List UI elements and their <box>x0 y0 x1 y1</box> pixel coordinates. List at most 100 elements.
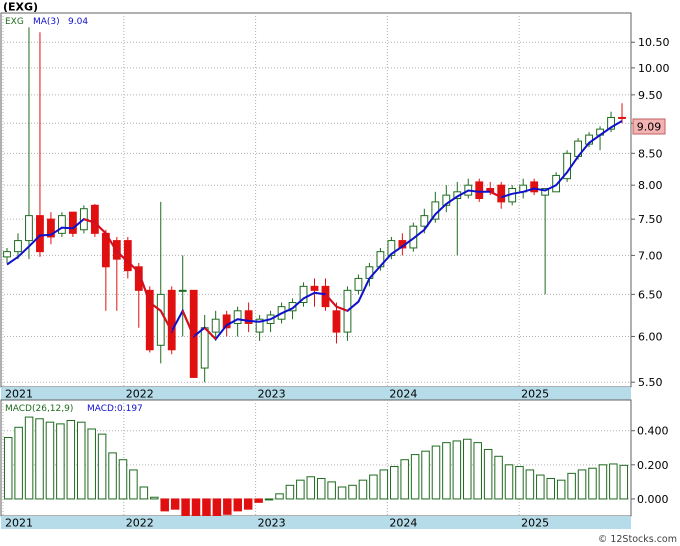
macd-bar <box>588 467 597 500</box>
macd-bar <box>483 448 493 500</box>
candle-body <box>409 225 418 249</box>
macd-bar <box>556 479 566 500</box>
macd-bar <box>546 477 556 500</box>
ma-decline-segment <box>137 271 151 303</box>
candle-body <box>167 289 176 351</box>
macd-bar <box>76 421 86 500</box>
ma-decline-segment <box>104 232 118 253</box>
last-price-tag: 9.09 <box>637 121 662 134</box>
macd-bar <box>160 498 169 512</box>
candle-body <box>200 327 209 369</box>
ma-decline-segment <box>127 260 140 273</box>
ma-decline-segment <box>489 190 502 199</box>
candle-body <box>68 211 77 234</box>
candle-body <box>420 215 429 227</box>
macd-bar <box>536 474 545 500</box>
macd-bar <box>463 438 472 500</box>
ma-decline-segment <box>336 305 348 312</box>
macd-panel: 0.400 0.200 0.000 MACD(26,12,9) MACD:0.197 <box>0 399 669 527</box>
ma-decline-segment <box>94 221 107 235</box>
macd-bar <box>369 474 378 500</box>
macd-bar <box>87 428 96 500</box>
macd-bar <box>567 472 576 500</box>
candle-body <box>310 285 319 291</box>
macd-x-tick-label: 2021 <box>5 517 33 530</box>
price-y-tick-label: 8.00 <box>638 179 663 192</box>
ma-decline-segment <box>116 250 129 263</box>
macd-bar <box>577 469 587 500</box>
last-price-tag-box <box>632 118 666 135</box>
macd-x-tick-label: 2022 <box>126 517 154 530</box>
macd-bar <box>118 459 128 500</box>
chart-title: (EXG) <box>3 1 38 14</box>
ma-decline-segment <box>181 310 195 337</box>
macd-bar <box>233 498 243 512</box>
price-y-tick-label: 10.50 <box>638 36 670 49</box>
candle-body <box>145 289 154 351</box>
macd-bar <box>254 498 263 503</box>
watermark: © 12Stocks.com <box>598 534 677 545</box>
macd-x-axis: 2021 2022 2023 2024 2025 <box>5 517 549 530</box>
macd-bar <box>24 416 34 500</box>
macd-bar <box>139 486 149 500</box>
macd-bar <box>452 440 462 500</box>
macd-bar <box>170 498 180 510</box>
price-date-band <box>1 387 631 400</box>
price-x-tick-label: 2023 <box>258 388 286 401</box>
macd-bar <box>316 477 326 500</box>
macd-bar <box>410 454 420 500</box>
macd-x-tick-label: 2023 <box>258 517 286 530</box>
candle-body <box>299 285 308 304</box>
macd-bar <box>108 452 117 500</box>
candle-body <box>618 116 626 119</box>
candle-body <box>90 204 99 234</box>
candle-body <box>134 266 143 291</box>
macd-bar <box>358 479 368 500</box>
macd-bar <box>223 498 232 515</box>
macd-legend-value: MACD:0.197 <box>87 404 143 414</box>
macd-bar <box>379 469 389 500</box>
macd-bar <box>275 493 284 500</box>
price-x-tick-label: 2025 <box>521 388 549 401</box>
macd-bar <box>609 463 618 500</box>
candle-body <box>255 318 264 333</box>
macd-date-band <box>1 516 631 529</box>
price-x-tick-label: 2022 <box>126 388 154 401</box>
price-y-tick-label: 10.00 <box>638 62 670 75</box>
candle-body <box>244 310 253 324</box>
candle-body <box>36 215 44 253</box>
macd-bar <box>442 442 451 500</box>
candle-body <box>14 240 22 253</box>
price-y-tick-label: 6.00 <box>638 330 663 343</box>
price-y-tick-label: 9.50 <box>638 89 663 102</box>
macd-bar <box>515 466 524 500</box>
price-y-tick-label: 7.00 <box>638 249 663 262</box>
macd-bar <box>243 498 253 510</box>
macd-bar <box>504 464 514 500</box>
macd-y-tick-label: 0.400 <box>637 425 669 438</box>
candle-body <box>607 116 615 130</box>
price-y-tick-label: 6.50 <box>638 288 663 301</box>
legend-symbol: EXG <box>5 17 24 27</box>
macd-x-tick-label: 2025 <box>521 517 549 530</box>
macd-bar <box>150 496 159 500</box>
price-candles <box>3 27 626 383</box>
macd-bar <box>56 423 65 500</box>
candle-body <box>288 302 297 312</box>
macd-bar <box>525 469 535 500</box>
ma-line-decline-segments <box>83 190 502 340</box>
candle-body <box>541 187 550 196</box>
price-x-tick-label: 2024 <box>389 388 417 401</box>
ma-decline-segment <box>324 293 338 308</box>
macd-bar <box>619 464 629 500</box>
candle-body <box>25 215 33 242</box>
ma-decline-segment <box>203 327 217 340</box>
candle-body <box>123 240 132 272</box>
price-panel: 10.5010.009.509.008.508.007.507.006.506.… <box>0 1 670 389</box>
macd-bar <box>400 459 409 500</box>
price-plot-frame <box>0 12 632 388</box>
legend-ma-value: 9.04 <box>68 17 88 27</box>
macd-legend-label: MACD(26,12,9) <box>5 404 73 414</box>
candle-body <box>332 310 341 333</box>
